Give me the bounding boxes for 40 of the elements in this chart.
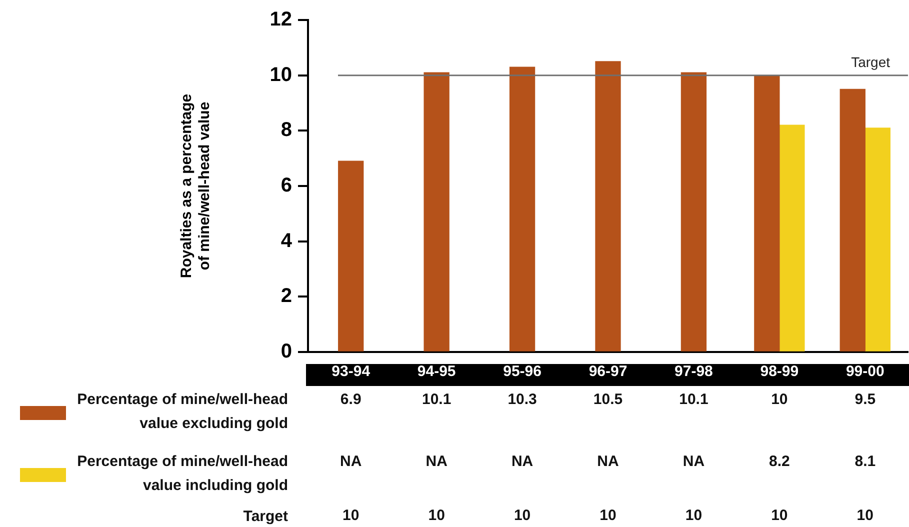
data-label: 9.5 bbox=[854, 391, 876, 408]
text: 10 bbox=[428, 507, 445, 524]
x-tick-label: 96-97 bbox=[588, 363, 628, 380]
x-tick-label: 97-98 bbox=[674, 363, 713, 380]
x-tick-label: 98-99 bbox=[760, 363, 799, 380]
y-tick-label: 6 bbox=[280, 174, 292, 197]
data-label: 10.1 bbox=[679, 391, 708, 408]
y-tick-label: 2 bbox=[280, 285, 292, 308]
x-tick-label: 99-00 bbox=[846, 363, 884, 380]
y-tick-label: 8 bbox=[280, 119, 292, 142]
x-tick-label: 94-95 bbox=[417, 363, 456, 380]
text: 10 bbox=[771, 507, 788, 524]
text: NA bbox=[426, 453, 448, 470]
text: Target bbox=[243, 508, 288, 525]
legend-label: Percentage of mine/well-head value including gold bbox=[76, 452, 288, 496]
text: NA bbox=[511, 453, 534, 470]
x-tick-label: 95-96 bbox=[503, 363, 542, 380]
data-label: 10 bbox=[771, 391, 788, 408]
data-label: 10.1 bbox=[422, 391, 452, 408]
data-label: 6.9 bbox=[340, 391, 362, 408]
data-label: 10.3 bbox=[508, 391, 537, 408]
text: 10 bbox=[342, 507, 360, 524]
legend-label: Percentage of mine/well-head value excluding gold bbox=[76, 390, 288, 434]
text: NA bbox=[597, 453, 619, 470]
text: 10 bbox=[856, 507, 874, 524]
data-label: 8.2 bbox=[769, 453, 790, 470]
text: 10 bbox=[514, 507, 531, 524]
ref-line-label: Target bbox=[851, 54, 890, 70]
y-axis-title: Royalties as a percentage of mine/well-head value bbox=[178, 94, 214, 278]
data-label: 10.5 bbox=[593, 391, 623, 408]
y-tick-label: 0 bbox=[280, 340, 292, 363]
text: NA bbox=[682, 453, 705, 470]
data-label: 8.1 bbox=[854, 453, 876, 470]
y-tick-label: 12 bbox=[270, 8, 292, 31]
text: 10 bbox=[685, 507, 702, 524]
text: 10 bbox=[600, 507, 616, 524]
x-tick-label: 93-94 bbox=[332, 363, 371, 380]
text: NA bbox=[340, 453, 362, 470]
y-tick-label: 4 bbox=[280, 230, 293, 252]
y-tick-label: 10 bbox=[270, 64, 292, 86]
